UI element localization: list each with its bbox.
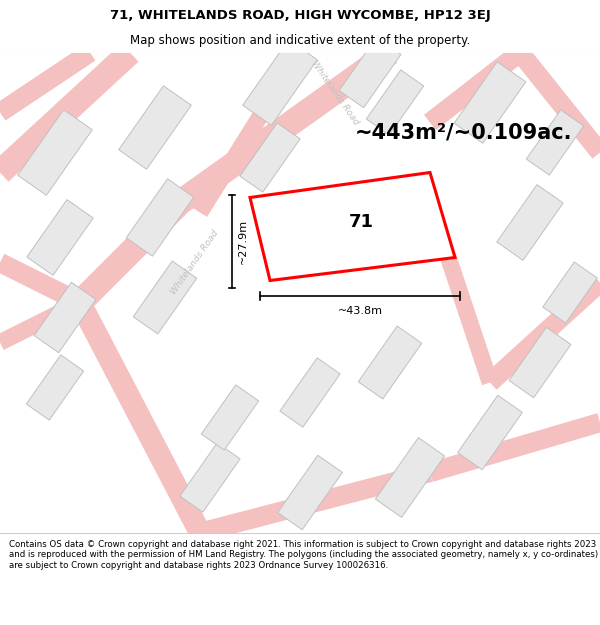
Polygon shape	[367, 70, 424, 135]
Polygon shape	[34, 282, 96, 352]
Text: Whitelands Road: Whitelands Road	[310, 59, 361, 126]
Text: ~43.8m: ~43.8m	[337, 306, 383, 316]
Polygon shape	[458, 395, 523, 470]
Polygon shape	[358, 326, 422, 399]
Polygon shape	[133, 261, 197, 334]
Polygon shape	[243, 40, 317, 125]
Polygon shape	[497, 184, 563, 261]
Polygon shape	[250, 173, 455, 281]
Text: ~27.9m: ~27.9m	[238, 218, 248, 264]
Text: 71: 71	[349, 213, 374, 231]
Polygon shape	[180, 443, 240, 512]
Text: Map shows position and indicative extent of the property.: Map shows position and indicative extent…	[130, 34, 470, 48]
Text: 71, WHITELANDS ROAD, HIGH WYCOMBE, HP12 3EJ: 71, WHITELANDS ROAD, HIGH WYCOMBE, HP12 …	[110, 9, 490, 22]
Polygon shape	[278, 455, 343, 530]
Polygon shape	[543, 262, 597, 323]
Polygon shape	[126, 179, 194, 256]
Polygon shape	[509, 328, 571, 398]
Polygon shape	[526, 110, 584, 175]
Polygon shape	[280, 358, 340, 427]
Polygon shape	[18, 110, 92, 195]
Text: Whitelands Road: Whitelands Road	[169, 229, 221, 296]
Polygon shape	[376, 438, 445, 518]
Polygon shape	[119, 86, 191, 169]
Text: Contains OS data © Crown copyright and database right 2021. This information is : Contains OS data © Crown copyright and d…	[9, 540, 598, 570]
Polygon shape	[339, 38, 401, 107]
Text: ~443m²/~0.109ac.: ~443m²/~0.109ac.	[355, 122, 572, 142]
Polygon shape	[202, 385, 259, 450]
Polygon shape	[26, 355, 83, 420]
Polygon shape	[240, 123, 300, 192]
Polygon shape	[27, 199, 93, 276]
Polygon shape	[454, 62, 526, 143]
